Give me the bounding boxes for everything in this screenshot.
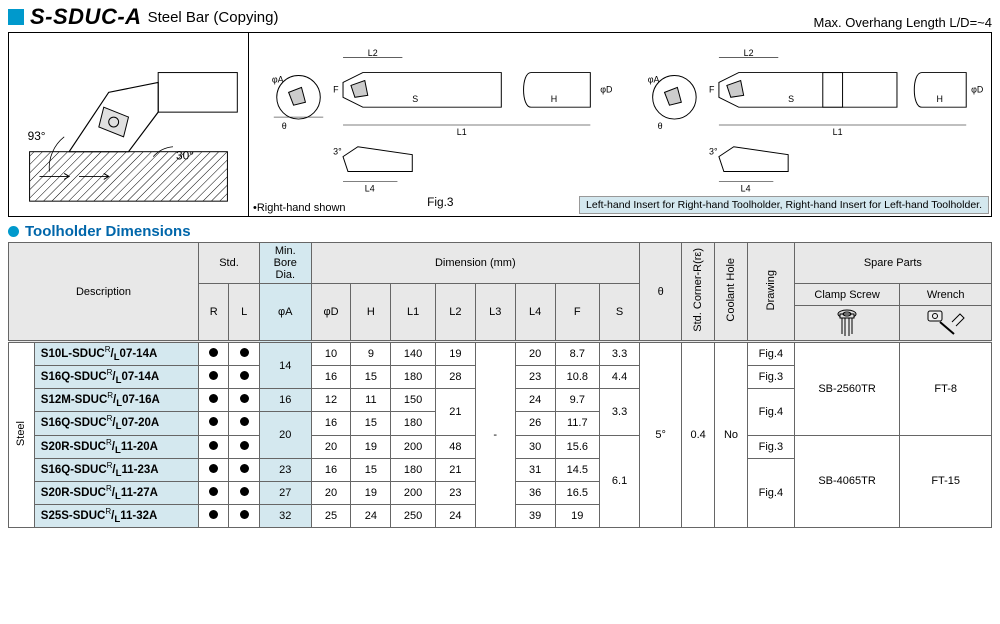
th-theta: θ: [640, 243, 682, 342]
r-0: [199, 342, 229, 366]
material-label: Steel: [9, 342, 35, 528]
svg-text:H: H: [937, 94, 943, 104]
desc-6: S20R-SDUCR/L11-27A: [34, 481, 198, 504]
wrench-0: FT-8: [900, 342, 992, 436]
th-wrench: Wrench: [900, 284, 992, 306]
f-0: 8.7: [555, 342, 600, 366]
phia-0: 14: [259, 342, 311, 389]
desc-4: S20R-SDUCR/L11-20A: [34, 435, 198, 458]
th-clamp: Clamp Screw: [794, 284, 900, 306]
l3-all: -: [475, 342, 515, 528]
th-drawing: Drawing: [747, 243, 794, 342]
svg-text:S: S: [788, 94, 794, 104]
draw-0: Fig.4: [747, 342, 794, 366]
th-dimension: Dimension (mm): [311, 243, 639, 284]
title-square-icon: [8, 9, 24, 25]
diagram-right: φA θ L2 F S H φD L1 3° L4: [249, 33, 991, 216]
s-0: 3.3: [600, 342, 640, 366]
l1-0: 140: [391, 342, 436, 366]
th-coolant: Coolant Hole: [715, 243, 748, 342]
svg-text:θ: θ: [282, 121, 287, 131]
th-h: H: [351, 284, 391, 342]
svg-text:L4: L4: [741, 183, 751, 193]
desc-1: S16Q-SDUCR/L07-14A: [34, 366, 198, 389]
svg-text:φD: φD: [600, 84, 612, 94]
h-0: 9: [351, 342, 391, 366]
th-l: L: [229, 284, 260, 342]
th-r: R: [199, 284, 229, 342]
theta-all: 5°: [640, 342, 682, 528]
th-phid: φD: [311, 284, 351, 342]
th-l4: L4: [515, 284, 555, 342]
note-right-hand: •Right-hand shown: [249, 202, 346, 214]
svg-text:3°: 3°: [709, 147, 718, 157]
diagram-panel: 93° 30° φA θ L2 F: [8, 32, 992, 217]
l-0: [229, 342, 260, 366]
desc-0: S10L-SDUCR/L07-14A: [34, 342, 198, 366]
tool-ortho-diagrams: φA θ L2 F S H φD L1 3° L4: [249, 33, 991, 216]
svg-text:θ: θ: [658, 121, 663, 131]
phid-0: 10: [311, 342, 351, 366]
bullet-icon: [8, 226, 19, 237]
angle-93: 93°: [28, 129, 46, 143]
svg-text:3°: 3°: [333, 147, 342, 157]
svg-text:φD: φD: [971, 84, 983, 94]
section-title: Toolholder Dimensions: [8, 223, 992, 240]
coolant-all: No: [715, 342, 748, 528]
tool-angle-diagram: 93° 30°: [9, 33, 248, 216]
note-insert-hand: Left-hand Insert for Right-hand Toolhold…: [579, 196, 989, 214]
svg-text:φA: φA: [648, 74, 660, 84]
desc-3: S16Q-SDUCR/L07-20A: [34, 412, 198, 435]
angle-30: 30°: [176, 149, 194, 163]
svg-text:L1: L1: [457, 127, 467, 137]
th-l2: L2: [435, 284, 475, 342]
desc-2: S12M-SDUCR/L07-16A: [34, 389, 198, 412]
overhang-note: Max. Overhang Length L/D=~4: [813, 15, 992, 30]
title-main: S-SDUC-A: [30, 4, 142, 30]
wrench-icon: [900, 306, 992, 342]
title-sub: Steel Bar (Copying): [148, 9, 279, 26]
section-text: Toolholder Dimensions: [25, 223, 191, 240]
svg-text:F: F: [333, 84, 339, 94]
th-l1: L1: [391, 284, 436, 342]
svg-text:S: S: [412, 94, 418, 104]
svg-text:F: F: [709, 84, 715, 94]
th-std: Std.: [199, 243, 260, 284]
th-f: F: [555, 284, 600, 342]
clamp-0: SB-2560TR: [794, 342, 900, 436]
th-description: Description: [9, 243, 199, 342]
th-phia: φA: [259, 284, 311, 342]
clamp-screw-icon: [794, 306, 900, 342]
l2-0: 19: [435, 342, 475, 366]
th-s: S: [600, 284, 640, 342]
header: S-SDUC-A Steel Bar (Copying) Max. Overha…: [8, 4, 992, 30]
dimensions-table: Description Std. Min. Bore Dia. Dimensio…: [8, 242, 992, 528]
svg-text:L4: L4: [365, 183, 375, 193]
l4-0: 20: [515, 342, 555, 366]
corner-all: 0.4: [682, 342, 715, 528]
th-spare: Spare Parts: [794, 243, 991, 284]
desc-5: S16Q-SDUCR/L11-23A: [34, 458, 198, 481]
diagram-left: 93° 30°: [9, 33, 249, 216]
svg-text:L2: L2: [368, 48, 378, 58]
th-min-bore: Min. Bore Dia.: [259, 243, 311, 284]
svg-text:φA: φA: [272, 74, 284, 84]
desc-7: S25S-SDUCR/L11-32A: [34, 504, 198, 527]
th-corner-r: Std. Corner-R(rε): [682, 243, 715, 342]
svg-text:L1: L1: [833, 127, 843, 137]
th-l3: L3: [475, 284, 515, 342]
svg-text:H: H: [551, 94, 557, 104]
svg-text:L2: L2: [744, 48, 754, 58]
